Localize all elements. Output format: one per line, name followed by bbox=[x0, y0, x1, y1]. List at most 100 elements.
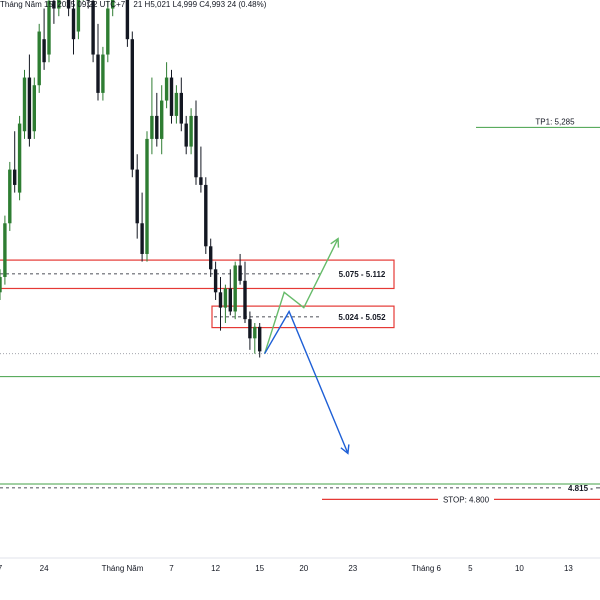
candle bbox=[169, 69, 174, 124]
candle-body bbox=[57, 0, 61, 9]
x-tick-label: Tháng Năm bbox=[102, 564, 144, 573]
candle-body bbox=[253, 326, 257, 339]
candle-body bbox=[86, 0, 90, 1]
x-tick-label: 23 bbox=[348, 564, 357, 573]
candle bbox=[140, 192, 144, 262]
candle bbox=[213, 261, 218, 300]
candle bbox=[22, 69, 27, 139]
candle bbox=[209, 238, 213, 277]
candle bbox=[238, 253, 242, 285]
candle-body bbox=[13, 169, 17, 185]
stop-label: STOP: 4.800 bbox=[443, 495, 490, 504]
candle-body bbox=[189, 115, 193, 147]
candle-body bbox=[52, 0, 56, 9]
candle bbox=[91, 0, 95, 63]
candle-body bbox=[155, 115, 159, 139]
candle-body bbox=[199, 177, 203, 185]
candle-body bbox=[238, 265, 242, 281]
candle-body bbox=[160, 100, 164, 139]
candle bbox=[228, 269, 232, 316]
x-tick-label: 7 bbox=[0, 564, 3, 573]
candle-body bbox=[106, 8, 110, 55]
candle-body bbox=[37, 31, 41, 86]
x-tick-label: 5 bbox=[468, 564, 473, 573]
candle-body bbox=[42, 39, 46, 63]
candle bbox=[179, 77, 183, 132]
candle-body bbox=[169, 77, 174, 116]
x-tick-label: 10 bbox=[515, 564, 524, 573]
bull-arrowhead bbox=[330, 237, 340, 248]
candle bbox=[86, 0, 90, 9]
bear-arrowhead bbox=[340, 444, 350, 455]
candle bbox=[8, 161, 12, 231]
candle-body bbox=[71, 8, 76, 40]
candle-body bbox=[243, 280, 247, 320]
candle-body bbox=[213, 269, 218, 293]
zone-label: 5.075 - 5.112 bbox=[339, 270, 386, 279]
candle bbox=[47, 0, 51, 63]
candle-body bbox=[233, 265, 237, 312]
candle-body bbox=[218, 292, 223, 308]
tp-label: TP1: 5,285 bbox=[535, 117, 575, 126]
candle-body bbox=[204, 184, 208, 247]
zone-box bbox=[211, 305, 395, 329]
header-ohlc: 21 H5,021 L4,999 C4,993 24 (0.48%) bbox=[133, 0, 267, 9]
bear-path bbox=[263, 309, 349, 454]
candle bbox=[164, 62, 169, 109]
candles-layer bbox=[0, 0, 262, 358]
candle bbox=[52, 0, 56, 24]
candle-body bbox=[91, 0, 95, 55]
candle bbox=[76, 0, 81, 40]
candle-body bbox=[140, 223, 144, 254]
candle-body bbox=[184, 123, 188, 147]
candle-body bbox=[101, 54, 105, 93]
candle-body bbox=[150, 115, 154, 139]
candle-body bbox=[145, 138, 149, 254]
x-tick-label: 20 bbox=[299, 564, 308, 573]
candle bbox=[194, 100, 198, 185]
candle-body bbox=[32, 85, 36, 132]
candle-body bbox=[248, 319, 252, 339]
candle bbox=[243, 261, 247, 323]
candle-body bbox=[164, 77, 169, 101]
candle-body bbox=[17, 123, 22, 193]
x-tick-label: 12 bbox=[211, 564, 220, 573]
candle-body bbox=[223, 288, 228, 308]
projection-paths-layer bbox=[263, 237, 350, 455]
candle bbox=[258, 322, 262, 358]
candle-body bbox=[130, 39, 134, 170]
candle bbox=[248, 311, 252, 350]
chart-header: Tháng Năm 15, 2025 09:22 UTC+7 21 H5,021… bbox=[0, 0, 266, 9]
levels-layer: TP1: 5,285 4.815 - STOP: 4.800 bbox=[0, 117, 600, 504]
candle bbox=[27, 54, 32, 147]
candle bbox=[13, 131, 17, 193]
candle bbox=[150, 77, 154, 155]
candle bbox=[101, 46, 105, 101]
x-tick-label: 24 bbox=[40, 564, 49, 573]
candle-body bbox=[179, 92, 183, 124]
candle bbox=[111, 0, 115, 17]
candle bbox=[223, 284, 228, 323]
candle bbox=[204, 177, 208, 254]
zones-layer: 5.075 - 5.112 5.024 - 5.052 bbox=[0, 259, 395, 329]
candle-body bbox=[194, 115, 198, 178]
candle bbox=[106, 0, 110, 63]
candle-body bbox=[3, 223, 7, 277]
candle-body bbox=[76, 0, 81, 32]
candle bbox=[253, 322, 257, 354]
candle-body bbox=[258, 326, 262, 352]
candle bbox=[3, 215, 7, 285]
candle bbox=[71, 0, 76, 55]
candle-body bbox=[0, 276, 2, 293]
candle bbox=[160, 85, 164, 155]
header-datetime: Tháng Năm 15, 2025 09:22 UTC+7 bbox=[0, 0, 126, 9]
candle bbox=[199, 146, 203, 193]
candle bbox=[189, 108, 193, 155]
candle bbox=[32, 77, 36, 139]
candle bbox=[218, 276, 223, 331]
candle bbox=[96, 23, 100, 101]
x-axis-labels: 7 24 Tháng Năm 7 12 15 20 23 Tháng 6 5 10 13 bbox=[0, 564, 573, 573]
candle bbox=[0, 269, 2, 300]
level-dashed-label: 4.815 - bbox=[568, 484, 593, 493]
